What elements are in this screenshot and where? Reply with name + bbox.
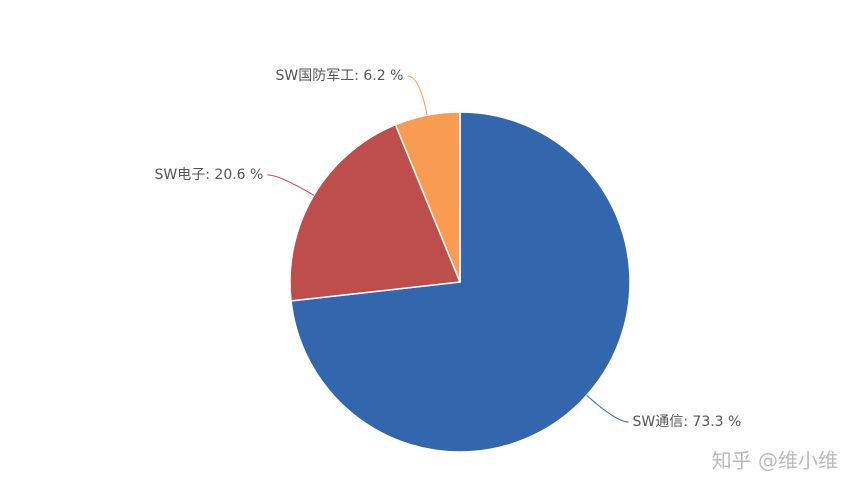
data-label: SW电子: 20.6 % [155,167,264,183]
leader-line [407,75,428,116]
data-label: SW通信: 73.3 % [633,414,742,430]
leader-line [267,174,315,196]
leader-line [586,394,629,423]
pie-slice [394,111,461,283]
pie-slice [289,123,462,302]
data-label: SW国防军工: 6.2 % [275,68,403,84]
watermark: 知乎 @维小维 [712,449,838,473]
